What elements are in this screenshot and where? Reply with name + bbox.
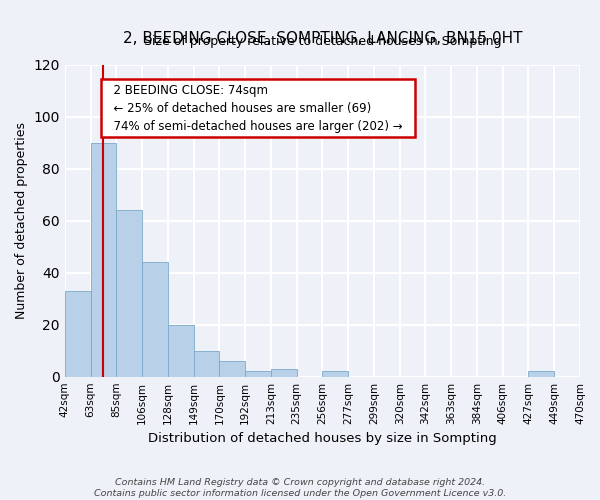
Bar xyxy=(168,324,194,376)
Text: Contains HM Land Registry data © Crown copyright and database right 2024.
Contai: Contains HM Land Registry data © Crown c… xyxy=(94,478,506,498)
Bar xyxy=(271,369,296,376)
Bar xyxy=(220,361,245,376)
Bar xyxy=(116,210,142,376)
Bar xyxy=(194,350,220,376)
X-axis label: Distribution of detached houses by size in Sompting: Distribution of detached houses by size … xyxy=(148,432,497,445)
Y-axis label: Number of detached properties: Number of detached properties xyxy=(15,122,28,320)
Bar xyxy=(322,372,348,376)
Text: Size of property relative to detached houses in Sompting: Size of property relative to detached ho… xyxy=(143,35,501,48)
Bar xyxy=(529,372,554,376)
Title: 2, BEEDING CLOSE, SOMPTING, LANCING, BN15 0HT: 2, BEEDING CLOSE, SOMPTING, LANCING, BN1… xyxy=(122,31,522,46)
Bar xyxy=(65,291,91,376)
Bar xyxy=(142,262,168,376)
Text: 2 BEEDING CLOSE: 74sqm
  ← 25% of detached houses are smaller (69)
  74% of semi: 2 BEEDING CLOSE: 74sqm ← 25% of detached… xyxy=(106,84,410,132)
Bar xyxy=(245,372,271,376)
Bar xyxy=(91,143,116,376)
